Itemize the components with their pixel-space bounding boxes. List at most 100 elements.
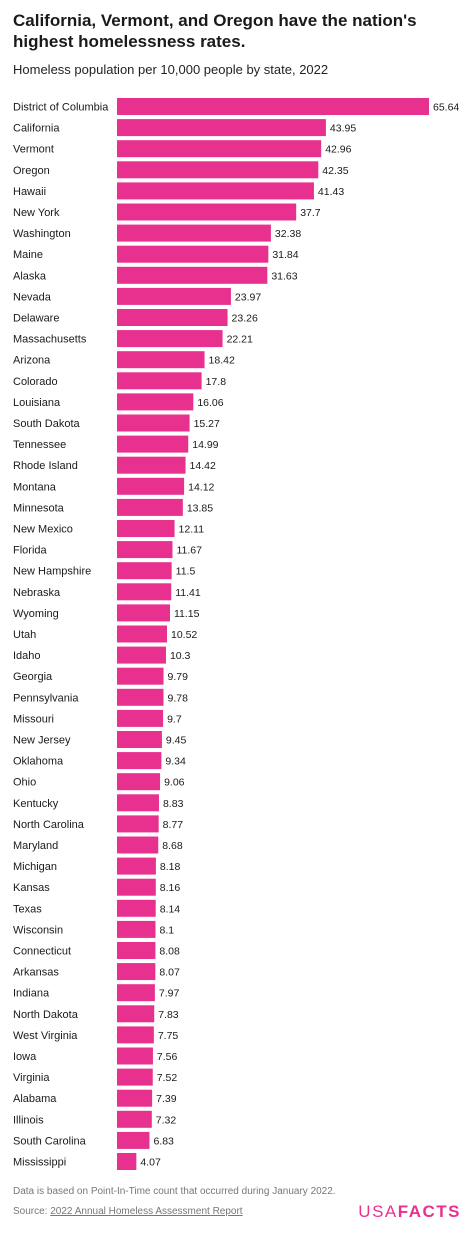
value-label: 8.77 — [163, 819, 184, 831]
value-label: 11.67 — [176, 545, 202, 557]
bar — [117, 794, 159, 812]
bar — [117, 942, 156, 959]
category-label: New York — [13, 207, 60, 219]
bar — [117, 836, 159, 854]
value-label: 31.84 — [272, 249, 298, 261]
category-label: Rhode Island — [13, 460, 78, 472]
category-label: Arizona — [13, 355, 51, 367]
category-label: Idaho — [13, 650, 41, 662]
value-label: 12.11 — [179, 524, 205, 536]
category-label: Alaska — [13, 270, 47, 282]
bar — [117, 498, 183, 516]
value-label: 10.52 — [171, 629, 197, 641]
value-label: 7.97 — [159, 988, 180, 1000]
bar — [117, 1026, 154, 1044]
value-label: 23.97 — [235, 291, 261, 303]
source-label: Source: — [13, 1206, 48, 1217]
bar — [117, 477, 185, 495]
bar — [117, 266, 268, 284]
category-label: Nebraska — [13, 587, 61, 599]
category-label: New Jersey — [13, 735, 71, 747]
value-label: 8.08 — [159, 946, 180, 958]
logo-part-usa: USA — [358, 1202, 398, 1221]
value-label: 14.12 — [188, 481, 214, 493]
bar — [117, 119, 326, 137]
bar — [117, 984, 155, 1002]
value-label: 14.99 — [192, 439, 218, 451]
value-label: 7.39 — [156, 1093, 177, 1105]
bar — [117, 899, 156, 917]
bar — [117, 646, 166, 664]
category-label: Maine — [13, 249, 43, 261]
value-label: 8.83 — [163, 798, 184, 810]
bar — [117, 604, 170, 622]
value-label: 17.8 — [206, 376, 227, 388]
value-label: 22.21 — [227, 334, 253, 346]
category-label: Georgia — [13, 671, 53, 683]
value-label: 9.7 — [167, 713, 182, 725]
bar — [117, 562, 172, 580]
category-label: Wisconsin — [13, 924, 63, 936]
bar — [117, 963, 156, 981]
category-label: Oregon — [13, 165, 50, 177]
chart-subtitle: Homeless population per 10,000 people by… — [13, 62, 329, 77]
value-label: 14.42 — [190, 460, 216, 472]
category-label: New Mexico — [13, 524, 73, 536]
bar — [117, 140, 322, 158]
value-label: 37.7 — [300, 207, 321, 219]
category-label: Arkansas — [13, 967, 59, 979]
bar — [117, 435, 189, 453]
category-label: Washington — [13, 228, 71, 240]
value-label: 8.07 — [159, 967, 180, 979]
category-label: Indiana — [13, 988, 50, 1000]
value-label: 4.07 — [140, 1157, 161, 1169]
value-label: 9.06 — [164, 777, 185, 789]
value-label: 13.85 — [187, 502, 213, 514]
category-label: Mississippi — [13, 1157, 66, 1169]
category-label: North Carolina — [13, 819, 85, 831]
value-label: 23.26 — [232, 313, 258, 325]
source-link[interactable]: 2022 Annual Homeless Assessment Report — [50, 1206, 243, 1217]
value-label: 9.34 — [165, 756, 186, 768]
value-label: 8.1 — [160, 924, 175, 936]
value-label: 32.38 — [275, 228, 301, 240]
category-label: Texas — [13, 903, 42, 915]
value-label: 42.96 — [325, 144, 351, 156]
footer-note: Data is based on Point-In-Time count tha… — [13, 1186, 336, 1197]
bar — [117, 1089, 153, 1107]
value-label: 41.43 — [318, 186, 344, 198]
bar — [117, 1131, 150, 1149]
value-label: 7.56 — [157, 1051, 178, 1063]
bar — [117, 351, 205, 369]
value-label: 7.32 — [156, 1114, 177, 1126]
category-label: Missouri — [13, 713, 54, 725]
category-label: Wyoming — [13, 608, 59, 620]
bar — [117, 731, 162, 748]
value-label: 11.41 — [175, 587, 201, 599]
usafacts-logo: USAFACTS — [358, 1202, 461, 1222]
category-label: Alabama — [13, 1093, 57, 1105]
category-label: Oklahoma — [13, 756, 64, 768]
value-label: 8.16 — [160, 882, 181, 894]
bar — [117, 161, 319, 179]
bar — [117, 878, 156, 896]
category-label: Maryland — [13, 840, 58, 852]
category-label: North Dakota — [13, 1009, 79, 1021]
value-label: 7.83 — [158, 1009, 179, 1021]
bar — [117, 1110, 152, 1128]
category-label: Iowa — [13, 1051, 37, 1063]
category-label: Delaware — [13, 313, 59, 325]
value-label: 9.78 — [167, 692, 188, 704]
value-label: 31.63 — [271, 270, 297, 282]
bar — [117, 1068, 153, 1086]
value-label: 11.5 — [176, 566, 196, 578]
bar — [117, 1005, 155, 1023]
category-label: South Carolina — [13, 1135, 87, 1147]
category-label: Vermont — [13, 144, 54, 156]
bar — [117, 773, 161, 791]
category-label: Illinois — [13, 1114, 44, 1126]
category-label: Florida — [13, 545, 48, 557]
category-label: Kansas — [13, 882, 50, 894]
category-label: Ohio — [13, 777, 36, 789]
category-label: Louisiana — [13, 397, 61, 409]
